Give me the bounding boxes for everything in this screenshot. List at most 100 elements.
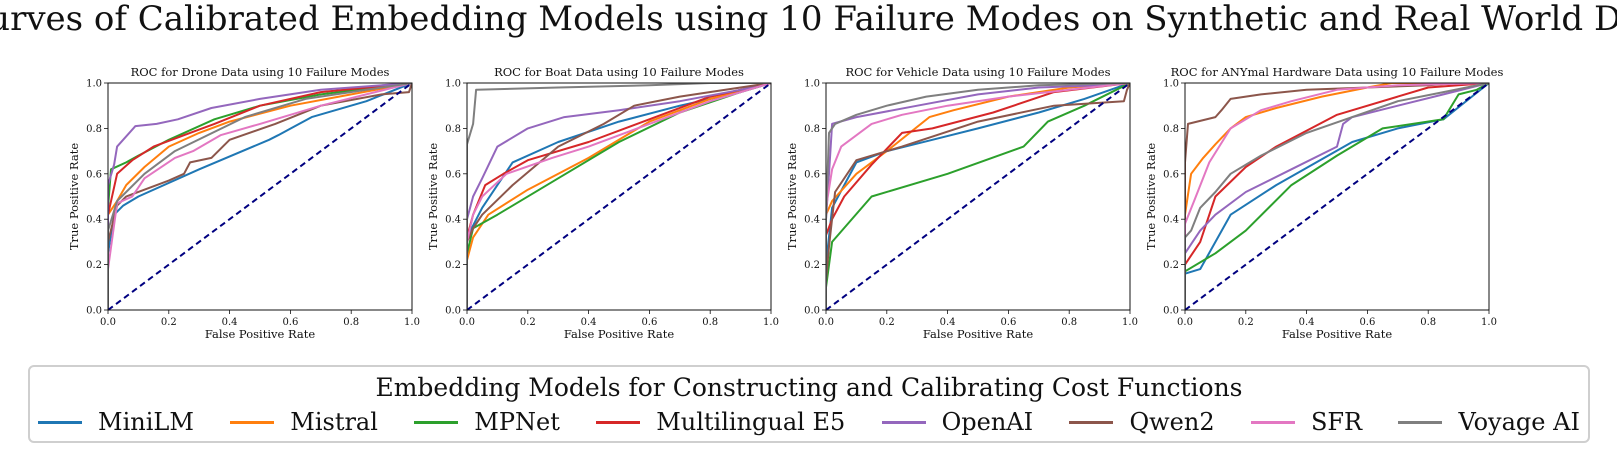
x-tick-label: 0.8 <box>702 317 718 328</box>
legend-label: Multilingual E5 <box>656 408 846 436</box>
axes-frame <box>825 82 1131 311</box>
x-tick-label: 0.4 <box>581 317 597 328</box>
legend-item-sfr: SFR <box>1250 408 1363 436</box>
y-axis-label: True Positive Rate <box>1144 143 1158 250</box>
y-tick-label: 0.8 <box>1163 124 1179 135</box>
legend-swatch <box>1069 420 1114 424</box>
legend: Embedding Models for Constructing and Ca… <box>28 365 1590 443</box>
y-tick-label: 0.6 <box>86 169 102 180</box>
series-line-qwen2 <box>108 83 412 310</box>
series-group <box>1185 83 1489 310</box>
series-line-voyage-ai <box>826 83 1130 310</box>
roc-panel-1: ROC for Drone Data using 10 Failure Mode… <box>67 65 420 341</box>
x-tick-label: 0.0 <box>1177 317 1193 328</box>
legend-item-mpnet: MPNet <box>414 408 560 436</box>
y-tick-label: 1.0 <box>445 79 461 90</box>
x-tick-label: 1.0 <box>1481 317 1497 328</box>
series-group <box>108 83 412 310</box>
roc-panel-2: ROC for Boat Data using 10 Failure Modes… <box>426 65 779 341</box>
chance-diagonal <box>466 82 772 311</box>
y-tick-label: 0.0 <box>1163 306 1179 317</box>
series-line-mistral <box>467 83 771 310</box>
x-tick-label: 0.8 <box>1420 317 1436 328</box>
y-tick-label: 0.2 <box>445 260 461 271</box>
legend-swatch <box>230 420 275 424</box>
y-tick-label: 0.0 <box>445 306 461 317</box>
x-tick-label: 1.0 <box>404 317 420 328</box>
series-line-mistral <box>108 83 412 310</box>
legend-label: MiniLM <box>98 408 194 436</box>
series-group <box>467 83 771 310</box>
series-line-mpnet <box>826 83 1130 310</box>
legend-swatch <box>1398 420 1443 424</box>
y-tick-label: 0.2 <box>86 260 102 271</box>
legend-label: MPNet <box>474 408 560 436</box>
x-tick-label: 1.0 <box>763 317 779 328</box>
panel-title: ROC for ANYmal Hardware Data using 10 Fa… <box>1171 65 1504 79</box>
panel-title: ROC for Vehicle Data using 10 Failure Mo… <box>845 65 1110 79</box>
x-tick-label: 1.0 <box>1122 317 1138 328</box>
y-tick-label: 0.6 <box>804 169 820 180</box>
legend-item-qwen2: Qwen2 <box>1069 408 1215 436</box>
series-line-sfr <box>1185 83 1489 310</box>
legend-swatch <box>881 420 926 424</box>
legend-label: Qwen2 <box>1129 408 1215 436</box>
y-tick-label: 0.0 <box>86 306 102 317</box>
x-axis-label: False Positive Rate <box>205 327 316 341</box>
legend-item-multilingual-e5: Multilingual E5 <box>596 408 845 436</box>
legend-label: Mistral <box>290 408 378 436</box>
legend-item-mistral: Mistral <box>230 408 378 436</box>
y-tick-label: 0.8 <box>804 124 820 135</box>
series-line-qwen2 <box>467 83 771 310</box>
y-tick-label: 0.4 <box>804 215 820 226</box>
legend-item-openai: OpenAI <box>881 408 1033 436</box>
y-tick-label: 0.8 <box>445 124 461 135</box>
legend-item-minilm: MiniLM <box>38 408 194 436</box>
x-tick-label: 0.6 <box>641 317 657 328</box>
y-tick-label: 0.2 <box>1163 260 1179 271</box>
y-tick-label: 0.4 <box>445 215 461 226</box>
x-axis-label: False Positive Rate <box>923 327 1034 341</box>
series-group <box>826 83 1130 310</box>
series-line-mistral <box>826 83 1130 310</box>
x-tick-label: 0.6 <box>1000 317 1016 328</box>
series-line-multilingual-e5 <box>108 83 412 310</box>
series-line-sfr <box>108 83 412 310</box>
x-tick-label: 0.4 <box>940 317 956 328</box>
y-axis-label: True Positive Rate <box>785 143 799 250</box>
legend-item-voyage-ai: Voyage AI <box>1398 408 1580 436</box>
legend-label: SFR <box>1310 408 1363 436</box>
chance-diagonal <box>1184 82 1490 311</box>
series-line-openai <box>467 83 771 310</box>
x-tick-label: 0.8 <box>1061 317 1077 328</box>
chance-diagonal <box>825 82 1131 311</box>
axes-frame <box>107 82 413 311</box>
series-line-mpnet <box>1185 83 1489 310</box>
y-tick-label: 0.6 <box>445 169 461 180</box>
series-line-multilingual-e5 <box>1185 83 1489 310</box>
series-line-openai <box>108 83 412 310</box>
y-tick-label: 1.0 <box>86 79 102 90</box>
series-line-voyage-ai <box>108 83 412 310</box>
x-tick-label: 0.2 <box>161 317 177 328</box>
y-tick-label: 0.4 <box>86 215 102 226</box>
x-tick-label: 0.2 <box>1238 317 1254 328</box>
x-tick-label: 0.0 <box>818 317 834 328</box>
x-tick-label: 0.2 <box>520 317 536 328</box>
x-tick-label: 0.8 <box>343 317 359 328</box>
legend-swatch <box>38 420 82 424</box>
y-tick-label: 1.0 <box>804 79 820 90</box>
x-tick-label: 0.4 <box>222 317 238 328</box>
series-line-qwen2 <box>826 83 1130 310</box>
legend-label: Voyage AI <box>1458 408 1580 436</box>
x-tick-label: 0.0 <box>100 317 116 328</box>
roc-panel-3: ROC for Vehicle Data using 10 Failure Mo… <box>785 65 1138 341</box>
axes-frame <box>466 82 772 311</box>
series-line-multilingual-e5 <box>826 83 1130 310</box>
axes-frame <box>1184 82 1490 311</box>
y-tick-label: 0.8 <box>86 124 102 135</box>
y-tick-label: 1.0 <box>1163 79 1179 90</box>
legend-swatch <box>414 420 459 424</box>
series-line-sfr <box>826 83 1130 310</box>
x-axis-label: False Positive Rate <box>1282 327 1393 341</box>
